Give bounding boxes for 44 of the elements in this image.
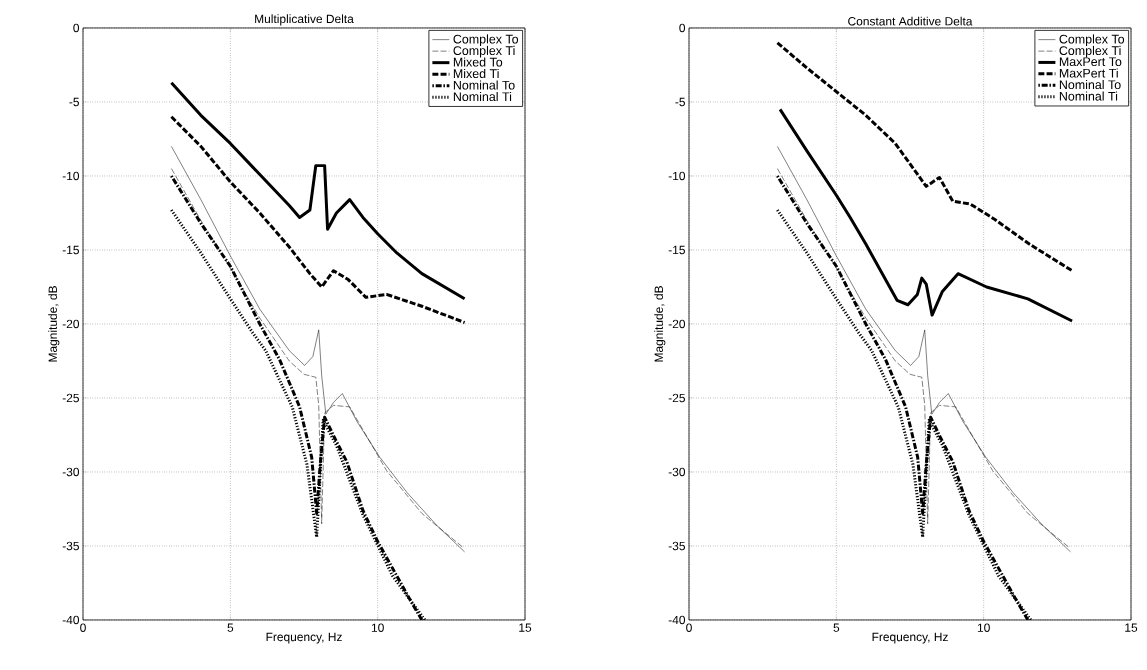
y-axis-title: Magnitude, dB [48, 286, 60, 362]
x-tick-label: 15 [1125, 623, 1138, 632]
legend-label: Nominal Ti [1059, 91, 1118, 101]
legend-label: Nominal To [1059, 79, 1121, 90]
legend-label: Nominal To [453, 80, 515, 90]
y-tick-label: 0 [679, 23, 686, 33]
x-axis-title: Frequency, Hz [872, 632, 948, 644]
legend-label: Complex Ti [453, 45, 515, 58]
legend-label: MaxPert Ti [1059, 68, 1118, 78]
legend-label: Mixed Ti [453, 68, 499, 79]
legend-label: Mixed To [453, 57, 503, 67]
y-tick-label: 0 [73, 23, 80, 33]
x-tick-label: 0 [80, 623, 86, 632]
y-tick-label: -25 [668, 393, 685, 403]
y-tick-label: -30 [668, 467, 686, 477]
y-tick-label: -20 [62, 319, 80, 329]
legend-label: Nominal Ti [453, 91, 512, 102]
legend-label: Complex To [1059, 34, 1125, 46]
y-tick-label: -40 [62, 615, 80, 625]
x-tick-label: 15 [519, 623, 532, 632]
legend-label: Complex To [453, 34, 519, 46]
x-tick-label: 0 [686, 623, 692, 632]
x-tick-label: 10 [371, 623, 384, 632]
x-tick-label: 10 [977, 623, 990, 632]
y-tick-label: -25 [62, 393, 79, 403]
y-tick-label: -5 [69, 97, 79, 107]
chart-title: Constant Additive Delta [848, 16, 973, 26]
legend-label: Complex Ti [1059, 45, 1121, 58]
legend-label: MaxPert To [1059, 57, 1122, 67]
y-tick-label: -5 [675, 97, 685, 107]
y-tick-label: -10 [62, 171, 80, 181]
y-axis-title: Magnitude, dB [654, 286, 666, 362]
y-tick-label: -35 [668, 541, 685, 551]
x-axis-title: Frequency, Hz [266, 632, 342, 644]
y-tick-label: -35 [62, 541, 79, 551]
y-tick-label: -20 [668, 319, 686, 329]
x-tick-label: 5 [833, 623, 840, 632]
y-tick-label: -15 [668, 245, 685, 255]
y-tick-label: -10 [668, 171, 686, 181]
y-tick-label: -30 [62, 467, 80, 477]
chart-title: Multiplicative Delta [255, 14, 354, 26]
y-tick-label: -40 [668, 615, 686, 625]
x-tick-label: 5 [227, 623, 234, 632]
y-tick-label: -15 [62, 245, 79, 255]
